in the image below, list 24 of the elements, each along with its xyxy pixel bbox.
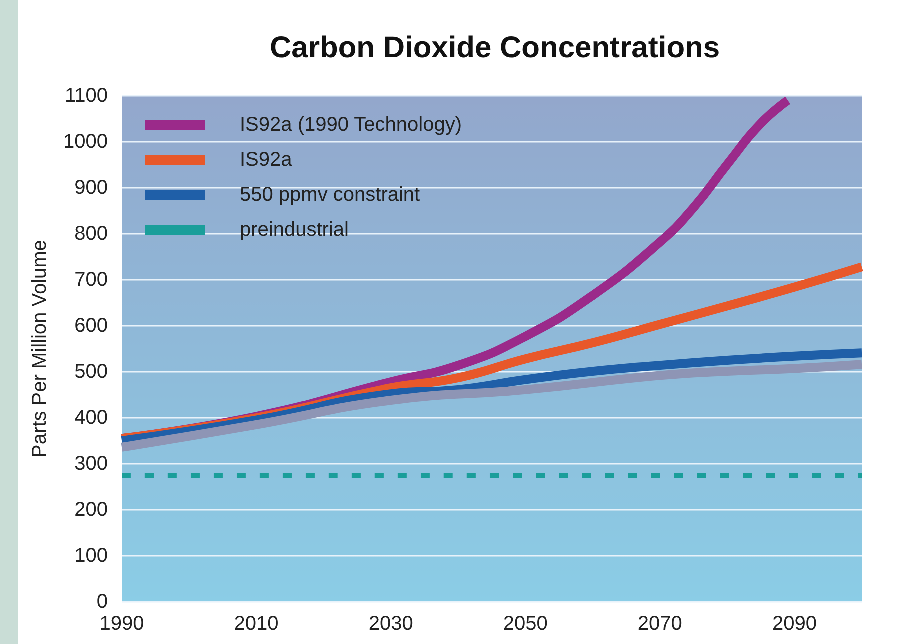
- y-tick-label: 1100: [64, 85, 108, 107]
- x-tick-label: 1990: [100, 613, 144, 635]
- legend-label: IS92a (1990 Technology): [240, 114, 462, 136]
- legend-label: IS92a: [240, 149, 294, 171]
- y-tick-label: 900: [74, 177, 108, 199]
- y-tick-label: 600: [74, 315, 108, 337]
- y-tick-label: 200: [74, 499, 108, 521]
- y-axis-title: Parts Per Million Volume: [29, 240, 51, 458]
- legend-label: 550 ppmv constraint: [240, 184, 421, 206]
- y-tick-label: 0: [96, 591, 108, 613]
- y-tick-label: 800: [74, 223, 108, 245]
- y-tick-label: 500: [74, 361, 108, 383]
- x-tick-label: 2070: [638, 613, 682, 635]
- y-tick-label: 400: [74, 407, 108, 429]
- y-tick-label: 300: [74, 453, 108, 475]
- x-tick-label: 2090: [772, 613, 817, 635]
- x-tick-label: 2030: [368, 613, 414, 635]
- y-tick-label: 1000: [64, 131, 108, 153]
- y-tick-label: 100: [74, 545, 108, 567]
- chart-title: Carbon Dioxide Concentrations: [270, 32, 720, 64]
- y-tick-label: 700: [74, 269, 108, 291]
- x-tick-label: 2050: [503, 613, 548, 635]
- legend-label: preindustrial: [240, 219, 349, 241]
- x-tick-label: 2010: [234, 613, 279, 635]
